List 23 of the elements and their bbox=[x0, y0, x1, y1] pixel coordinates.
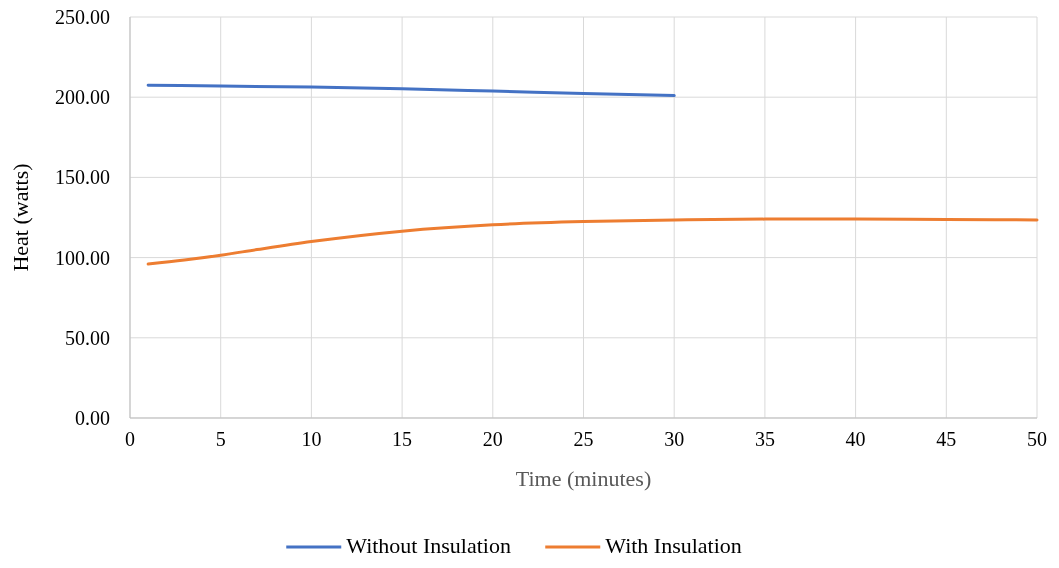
x-tick-label: 40 bbox=[845, 428, 866, 450]
line-series bbox=[146, 217, 1039, 266]
x-tick-label: 35 bbox=[754, 428, 775, 450]
y-tick-label: 250.00 bbox=[55, 6, 110, 28]
y-tick-label: 50.00 bbox=[65, 326, 110, 349]
legend-label: Without Insulation bbox=[346, 533, 511, 558]
x-tick-label: 20 bbox=[482, 428, 503, 450]
x-tick-label: 50 bbox=[1027, 428, 1047, 450]
y-tick-label: 100.00 bbox=[55, 246, 110, 269]
y-tick-label: 200.00 bbox=[55, 86, 110, 109]
x-tick-label: 0 bbox=[125, 428, 135, 450]
x-tick-label: 5 bbox=[215, 428, 226, 450]
y-tick-label: 0.00 bbox=[75, 407, 110, 429]
x-tick-label: 45 bbox=[936, 428, 957, 450]
line-series bbox=[146, 83, 676, 98]
y-axis-title: Heat (watts) bbox=[8, 163, 33, 272]
legend-label: With Insulation bbox=[605, 533, 742, 558]
y-tick-label: 150.00 bbox=[55, 166, 110, 189]
x-tick-label: 25 bbox=[573, 428, 594, 450]
x-tick-label: 15 bbox=[392, 428, 413, 450]
x-tick-label: 10 bbox=[301, 428, 322, 450]
x-axis-title: Time (minutes) bbox=[515, 466, 652, 491]
x-tick-label: 30 bbox=[664, 428, 685, 450]
